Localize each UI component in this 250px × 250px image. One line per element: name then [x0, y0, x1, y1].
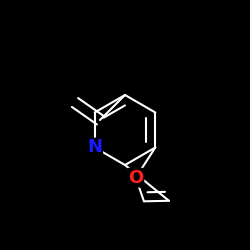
Text: O: O: [128, 169, 143, 187]
Text: N: N: [87, 138, 102, 156]
